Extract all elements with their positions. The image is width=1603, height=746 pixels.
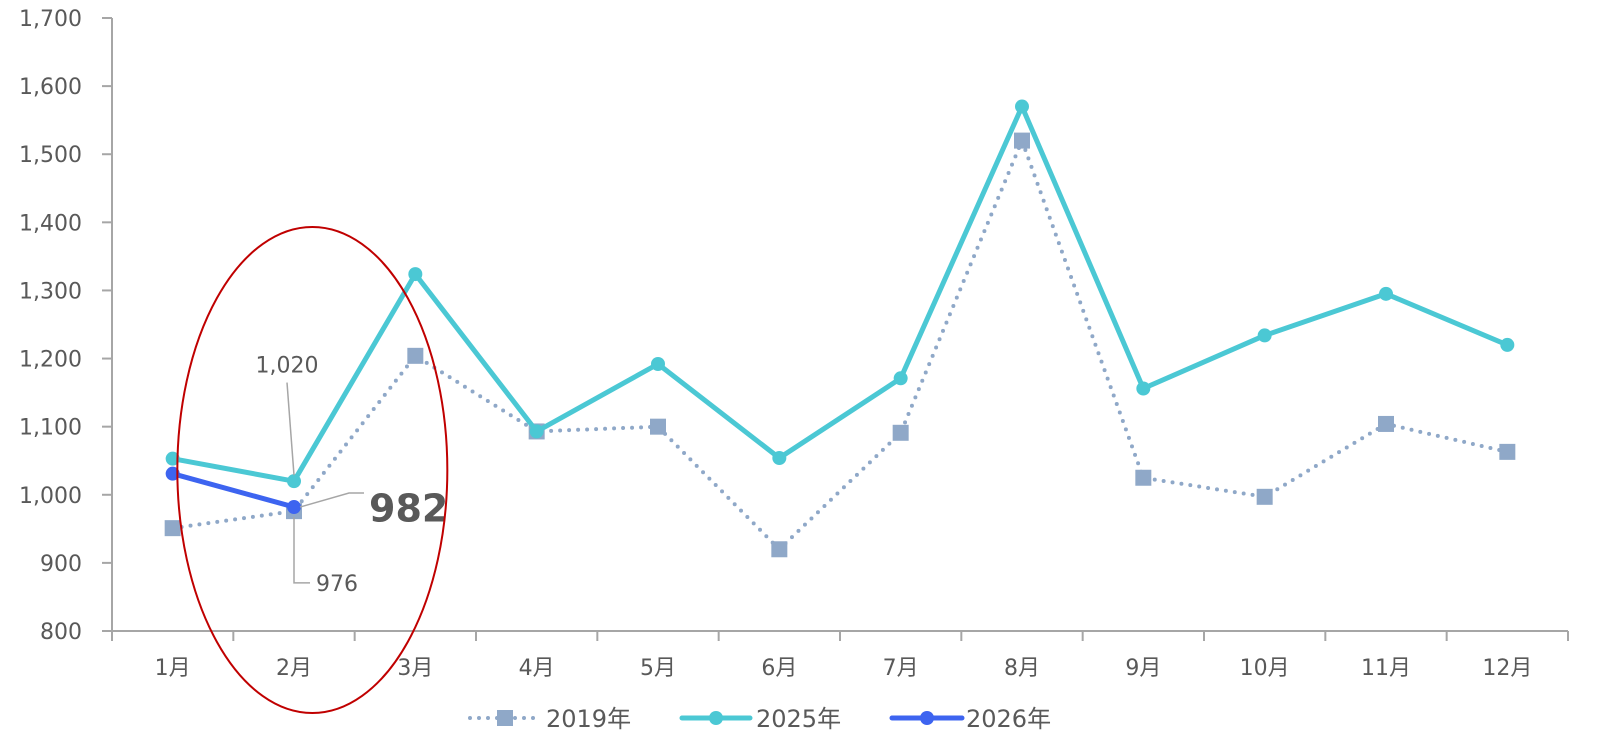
y-tick-label: 900 xyxy=(40,552,82,577)
y-tick-label: 1,700 xyxy=(19,7,82,32)
x-tick-label: 10月 xyxy=(1240,656,1290,681)
series-2-point xyxy=(1136,381,1151,396)
series-2-point xyxy=(651,357,665,372)
annotation-label: 1,020 xyxy=(256,354,319,379)
series-1-point xyxy=(1499,443,1516,460)
x-tick-label: 9月 xyxy=(1125,656,1161,681)
annotation-leader xyxy=(293,517,310,584)
x-tick-label: 11月 xyxy=(1361,656,1411,681)
series-2-point xyxy=(1257,328,1272,343)
x-tick-label: 5月 xyxy=(640,656,676,681)
series-2-point xyxy=(529,424,544,439)
x-tick-label: 4月 xyxy=(519,656,555,681)
x-tick-label: 7月 xyxy=(883,656,919,681)
legend-marker-3 xyxy=(920,711,934,725)
series-line-3 xyxy=(170,471,297,510)
series-1-point xyxy=(892,424,909,441)
series-line-1 xyxy=(170,138,1510,552)
series-line-2 xyxy=(170,104,1510,484)
highlight-ellipse xyxy=(176,226,449,714)
series-1-point xyxy=(407,347,424,364)
series-1-point xyxy=(771,541,788,558)
series-1-point xyxy=(1378,415,1394,432)
legend-label-1: 2019年 xyxy=(546,705,631,733)
series-2-point xyxy=(772,450,787,465)
series-2-point xyxy=(165,451,180,466)
series-2-point xyxy=(1015,99,1029,114)
series-1-point xyxy=(164,520,181,537)
annotation-label: 976 xyxy=(316,572,358,597)
x-tick-label: 8月 xyxy=(1004,656,1040,681)
y-tick-label: 1,100 xyxy=(19,416,82,441)
annotation-leader xyxy=(286,382,295,476)
series-1-point xyxy=(1135,469,1152,486)
series-1-point xyxy=(1256,488,1273,505)
series-2-point xyxy=(1500,337,1515,352)
series-2-point xyxy=(408,267,423,282)
x-tick-label: 3月 xyxy=(397,656,433,681)
y-tick-label: 1,300 xyxy=(19,279,82,304)
legend-label-3: 2026年 xyxy=(966,705,1051,733)
x-tick-label: 1月 xyxy=(155,656,191,681)
series-1-point xyxy=(650,418,666,435)
series-1-point xyxy=(1014,132,1030,149)
y-tick-label: 800 xyxy=(40,620,82,645)
series-2-point xyxy=(287,474,301,489)
y-tick-label: 1,200 xyxy=(19,348,82,373)
y-tick-label: 1,500 xyxy=(19,143,82,168)
series-2-point xyxy=(893,371,908,386)
x-tick-label: 6月 xyxy=(761,656,797,681)
x-tick-label: 12月 xyxy=(1482,656,1532,681)
legend-marker-2 xyxy=(709,711,723,725)
series-3-point xyxy=(287,500,301,515)
legend-marker-1 xyxy=(497,710,513,726)
legend-label-2: 2025年 xyxy=(756,705,841,733)
series-3-point xyxy=(165,466,180,481)
y-tick-label: 1,400 xyxy=(19,211,82,236)
y-tick-label: 1,000 xyxy=(19,484,82,509)
annotation-label-emphasis: 982 xyxy=(369,487,448,531)
x-tick-label: 2月 xyxy=(276,656,312,681)
series-2-point xyxy=(1379,286,1393,301)
annotation-leader xyxy=(299,492,364,508)
y-tick-label: 1,600 xyxy=(19,75,82,100)
